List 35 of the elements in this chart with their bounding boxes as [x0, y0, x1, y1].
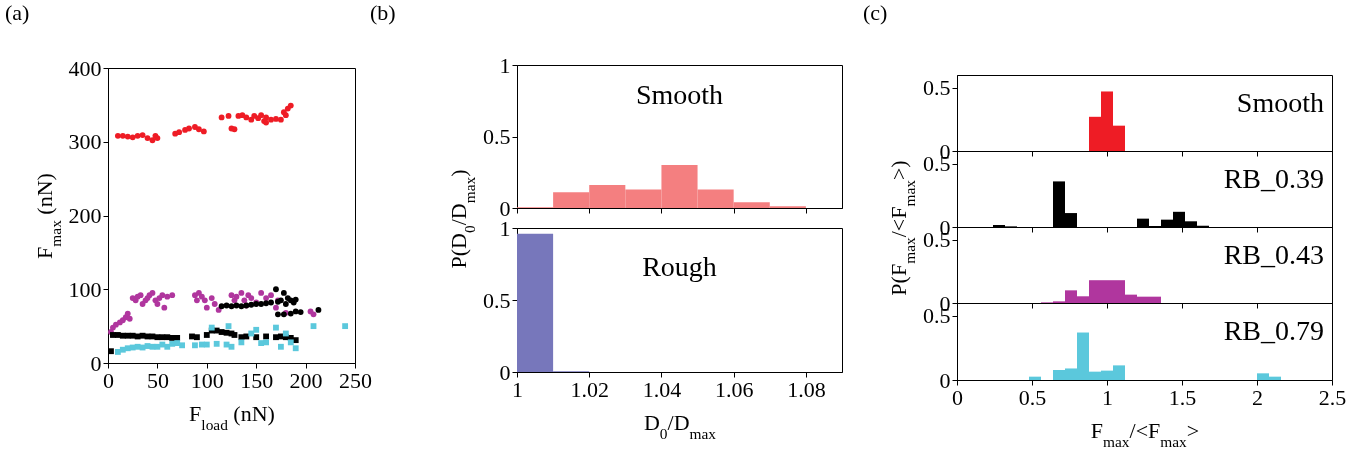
annotation: RB_0.79: [1223, 315, 1324, 347]
x-tick-label: 1: [1102, 384, 1113, 410]
annotation: Rough: [642, 251, 717, 283]
y-tick-label: 0.5: [483, 124, 511, 149]
chart-title: (b): [370, 0, 396, 25]
x-tick-label: 0.5: [1018, 384, 1047, 410]
annotation: Smooth: [635, 79, 724, 111]
x-tick-label: 150: [240, 367, 274, 393]
x-tick-label: 1.06: [714, 376, 754, 402]
x-tick-label: 2.5: [1318, 384, 1347, 410]
y-tick-label: 0.5: [483, 287, 511, 313]
y-tick-label: 0: [90, 350, 102, 376]
annotation: Smooth: [1236, 86, 1324, 118]
x-tick-label: 2: [1252, 384, 1263, 410]
y-tick-label: 1: [499, 52, 511, 78]
x-tick-label: 100: [190, 367, 224, 393]
chart-title: (c): [863, 0, 888, 25]
x-tick-label: 250: [339, 367, 372, 393]
y-tick-label: 0.5: [923, 75, 951, 101]
x-axis-title: D$_{0}$/D$_{max}$: [643, 409, 717, 441]
annotation: RB_0.39: [1223, 162, 1324, 194]
annotation: RB_0.43: [1223, 238, 1324, 270]
chart-title: (a): [5, 0, 30, 25]
x-axis-title: F$_{load}$ (nN): [189, 400, 275, 432]
x-tick-label: 1.5: [1168, 384, 1197, 410]
x-tick-label: 50: [146, 367, 169, 393]
x-tick-label: 1.02: [570, 376, 609, 402]
x-axis-title: F$_{max}$/<F$_{max}$>: [1090, 417, 1200, 449]
y-tick-label: 100: [68, 276, 102, 302]
x-tick-label: 200: [289, 367, 323, 393]
y-tick-label: 300: [68, 129, 102, 155]
y-tick-label: 400: [68, 55, 102, 81]
y-tick-label: 200: [68, 203, 102, 228]
x-tick-label: 1.04: [642, 376, 682, 402]
x-tick-label: 1.08: [787, 376, 826, 402]
